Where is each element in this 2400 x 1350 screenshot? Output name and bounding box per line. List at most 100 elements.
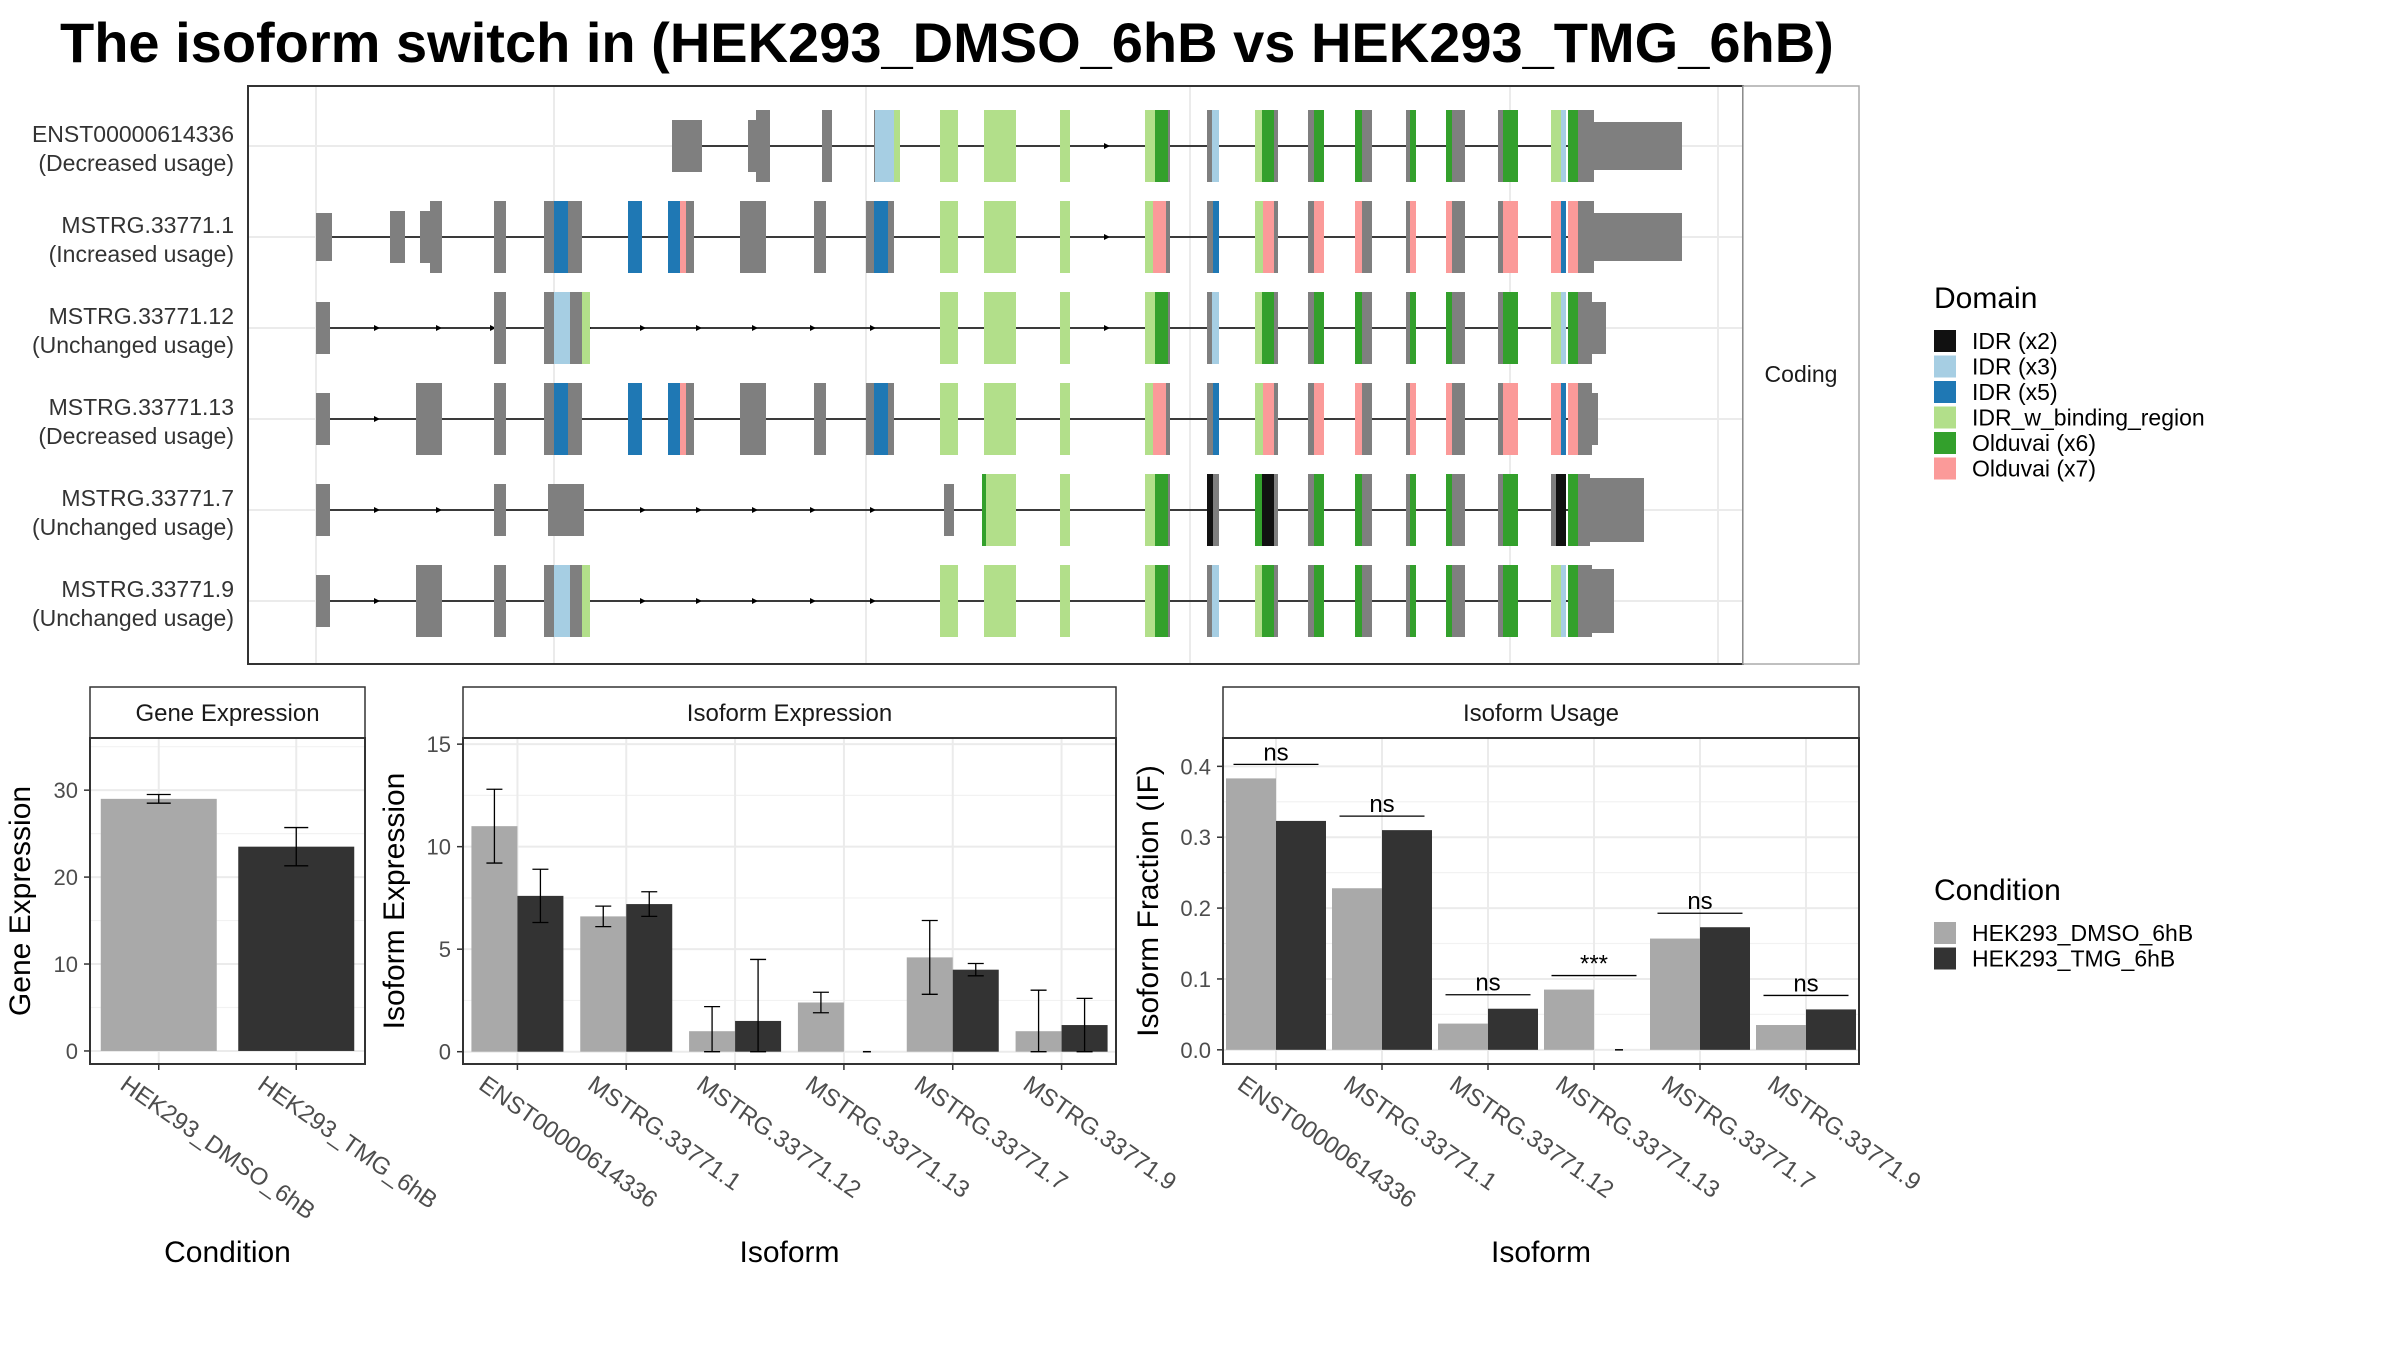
exon-segment [866,383,874,455]
exon-segment [1452,292,1465,364]
y-axis-title: Isoform Fraction (IF) [1132,765,1165,1037]
exon-segment [994,474,1016,546]
bar-MSTRG.33771.7 [1650,938,1700,1050]
panel-title: Gene Expression [135,700,319,727]
exon-segment [1262,474,1274,546]
exon-segment [940,201,958,273]
exon-segment [1452,383,1465,455]
panel-isoform-expression: Isoform Expression051015ENST00000614336M… [378,686,1181,1269]
exon-segment [672,120,702,172]
exon-segment [1263,383,1274,455]
exon-segment [1355,201,1362,273]
domain-legend-swatch [1934,381,1956,403]
x-axis-title: Condition [164,1236,291,1269]
x-axis-title: Isoform [739,1236,839,1269]
condition-legend-swatch [1934,922,1956,944]
exon-segment [1568,383,1578,455]
exon-segment [494,292,506,364]
exon-segment [1578,201,1584,273]
y-axis-title: Isoform Expression [378,773,411,1030]
exon-segment [1498,565,1503,637]
x-tick-label: ENST00000614336 [1233,1071,1421,1214]
exon-segment [1498,383,1503,455]
exon-segment [668,383,680,455]
x-tick-label: ENST00000614336 [474,1071,662,1214]
exon-segment [1592,393,1598,445]
strand-arrow [436,325,442,331]
exon-segment [680,383,686,455]
exon-segment [1578,565,1584,637]
exon-segment [1355,474,1362,546]
isoform-label: MSTRG.33771.9 [61,576,234,602]
exon-segment [1406,474,1410,546]
exon-segment [1590,478,1644,542]
exon-segment [1568,110,1578,182]
strand-arrow [810,598,816,604]
exon-segment [1255,110,1262,182]
bar-ENST00000614336 [1276,820,1326,1050]
exon-segment [582,292,590,364]
exon-segment [1584,110,1586,182]
exon-segment [740,383,766,455]
exon-segment [544,565,554,637]
isoform-track-MSTRG.33771.9 [316,565,1614,637]
domain-legend-label: IDR (x3) [1972,354,2058,380]
exon-segment [1168,110,1170,182]
exon-segment [888,201,894,273]
exon-segment [1362,474,1372,546]
exon-segment [316,575,330,627]
exon-segment [984,110,1016,182]
strand-arrow [436,507,442,513]
domain-legend-label: IDR (x5) [1972,379,2058,405]
exon-segment [740,201,766,273]
strand-arrow [640,507,646,513]
exon-segment [1410,201,1416,273]
significance-label: ns [1263,739,1288,766]
y-tick-label: 0.0 [1180,1038,1211,1063]
exon-segment [1503,474,1518,546]
exon-segment [316,213,332,261]
exon-segment [1505,292,1509,364]
exon-segment [568,383,582,455]
exon-segment [1153,201,1166,273]
bar-MSTRG.33771.7 [952,969,999,1052]
exon-segment [1505,110,1509,182]
exon-segment [494,484,506,536]
exon-segment [1551,565,1561,637]
significance-label: ns [1687,888,1712,915]
exon-segment [1498,292,1503,364]
exon-segment [1308,383,1314,455]
exon-segment [1207,201,1213,273]
strand-arrow [752,598,758,604]
domain-legend-label: IDR_w_binding_region [1972,405,2205,431]
exon-segment [1255,474,1262,546]
exon-segment [986,474,994,546]
exon-segment [1262,110,1274,182]
exon-segment [814,383,826,455]
exon-segment [316,484,330,536]
exon-segment [1355,292,1362,364]
exon-segment [1561,110,1566,182]
exon-segment [1166,201,1170,273]
exon-segment [940,383,958,455]
exon-segment [1060,201,1070,273]
exon-segment [1274,292,1278,364]
y-axis-title: Gene Expression [4,786,37,1016]
panel-border [1222,737,1860,1065]
exon-segment [1568,201,1578,273]
exon-segment [866,201,874,273]
significance-label: *** [1580,951,1608,978]
exon-segment [316,393,330,445]
exon-segment [1308,474,1314,546]
exon-segment [1594,122,1682,170]
condition-legend-label: HEK293_DMSO_6hB [1972,920,2193,946]
exon-segment [1308,565,1314,637]
exon-segment [1314,474,1324,546]
exon-segment [1255,383,1263,455]
isoform-track-MSTRG.33771.13 [316,383,1598,455]
exon-segment [1274,474,1278,546]
panel-isoform-usage: Isoform Usage ns ns ns *** ns ns 0.0 0.1 0.2 0.3 0.… [1132,686,1926,1269]
exon-segment [1592,569,1614,633]
panel-title: Isoform Usage [1463,700,1619,727]
isoform-usage-label: (Decreased usage) [38,150,234,176]
